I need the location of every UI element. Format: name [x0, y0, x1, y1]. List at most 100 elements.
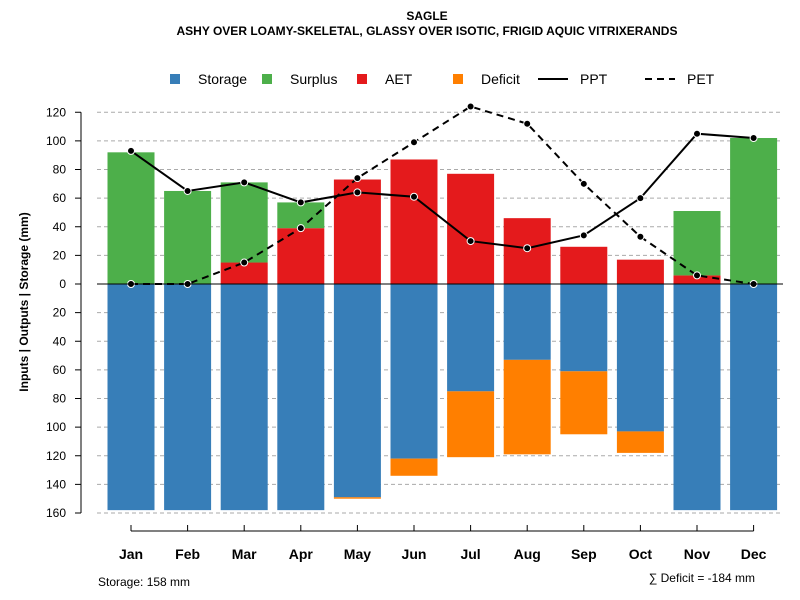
y-tick-label: 60 — [53, 191, 67, 205]
storage-bar — [673, 284, 721, 511]
y-tick-label: 100 — [46, 134, 66, 148]
chart-title: SAGLE — [406, 9, 447, 23]
aet-bar — [333, 179, 381, 284]
pet-point — [636, 232, 645, 241]
ppt-point — [296, 198, 305, 207]
deficit-bar — [390, 458, 438, 476]
x-tick-label: Apr — [289, 546, 314, 562]
storage-bar — [107, 284, 155, 511]
ppt-point — [353, 188, 362, 197]
aet-bar — [673, 275, 721, 284]
y-tick-label: 120 — [46, 105, 66, 119]
surplus-bar — [107, 152, 155, 284]
aet-bar — [560, 246, 608, 284]
legend: Storage Surplus AET Deficit PPT PET — [170, 71, 715, 87]
storage-bar — [277, 284, 325, 511]
y-tick-label: 60 — [53, 363, 67, 377]
y-tick-label: 40 — [53, 334, 67, 348]
ppt-point — [579, 231, 588, 240]
deficit-bar — [447, 391, 495, 458]
legend-label: Deficit — [481, 71, 520, 87]
pet-point — [579, 179, 588, 188]
x-tick-label: Jan — [119, 546, 143, 562]
ppt-point — [749, 134, 758, 143]
x-tick-label: Oct — [629, 546, 653, 562]
x-tick-label: Mar — [232, 546, 257, 562]
legend-label: PPT — [580, 71, 608, 87]
legend-label: Surplus — [290, 71, 337, 87]
deficit-bar — [503, 359, 551, 455]
y-tick-label: 120 — [46, 449, 66, 463]
pet-point — [353, 174, 362, 183]
aet-bar — [277, 228, 325, 284]
surplus-bar — [220, 182, 268, 263]
pet-point — [466, 102, 475, 111]
x-tick-label: Sep — [571, 546, 597, 562]
x-tick-label: May — [344, 546, 371, 562]
pet-point — [296, 224, 305, 233]
deficit-bar — [333, 497, 381, 499]
y-tick-label: 100 — [46, 420, 66, 434]
legend-label: PET — [687, 71, 715, 87]
aet-bar — [616, 259, 664, 284]
y-tick-label: 20 — [53, 306, 67, 320]
y-tick-label: 80 — [53, 392, 67, 406]
y-tick-label: 0 — [59, 277, 66, 291]
storage-bar — [560, 284, 608, 372]
surplus-bar — [730, 138, 778, 284]
ppt-point — [183, 186, 192, 195]
y-tick-label: 140 — [46, 477, 66, 491]
bars — [107, 138, 778, 511]
surplus-bar — [673, 211, 721, 276]
storage-bar — [390, 284, 438, 459]
storage-bar — [164, 284, 212, 511]
deficit-note: ∑ Deficit = -184 mm — [649, 571, 755, 585]
chart-subtitle: ASHY OVER LOAMY-SKELETAL, GLASSY OVER IS… — [177, 24, 678, 38]
x-tick-label: Jun — [402, 546, 427, 562]
storage-bar — [503, 284, 551, 360]
x-tick-label: Jul — [460, 546, 480, 562]
x-tick-label: Dec — [741, 546, 767, 562]
ppt-point — [523, 244, 532, 253]
ppt-point — [466, 237, 475, 246]
storage-bar — [616, 284, 664, 432]
y-axis-label: Inputs | Outputs | Storage (mm) — [17, 212, 31, 391]
storage-bar — [220, 284, 268, 511]
axes: 120 100 80 60 40 20 0 20 40 60 80 100 120 140 160 Jan Fe… — [46, 105, 783, 562]
y-tick-label: 160 — [46, 506, 66, 520]
storage-note: Storage: 158 mm — [98, 575, 190, 589]
x-tick-label: Nov — [684, 546, 711, 562]
legend-swatch — [453, 74, 463, 84]
legend-swatch — [170, 74, 180, 84]
ppt-point — [636, 194, 645, 203]
ppt-point — [410, 192, 418, 201]
y-tick-label: 80 — [53, 163, 67, 177]
legend-swatch — [262, 74, 272, 84]
pet-point — [693, 271, 701, 280]
aet-bar — [220, 262, 268, 284]
pet-point — [523, 119, 532, 128]
surplus-bar — [277, 202, 325, 229]
aet-bar — [390, 159, 438, 284]
ppt-line — [130, 132, 754, 250]
legend-swatch — [357, 74, 367, 84]
storage-bar — [730, 284, 778, 511]
ppt-point — [240, 178, 249, 187]
surplus-bar — [164, 190, 212, 284]
pet-point — [410, 138, 418, 147]
legend-label: AET — [385, 71, 413, 87]
y-tick-label: 40 — [53, 220, 67, 234]
x-tick-label: Aug — [514, 546, 541, 562]
storage-bar — [447, 284, 495, 392]
legend-label: Storage — [198, 71, 247, 87]
x-tick-label: Feb — [175, 546, 200, 562]
gridlines — [97, 111, 783, 514]
ppt-point — [693, 129, 701, 138]
ppt-point — [127, 146, 135, 155]
deficit-bar — [616, 431, 664, 453]
y-tick-label: 20 — [53, 248, 67, 262]
pet-point — [240, 258, 249, 267]
storage-bar — [333, 284, 381, 498]
deficit-bar — [560, 371, 608, 435]
